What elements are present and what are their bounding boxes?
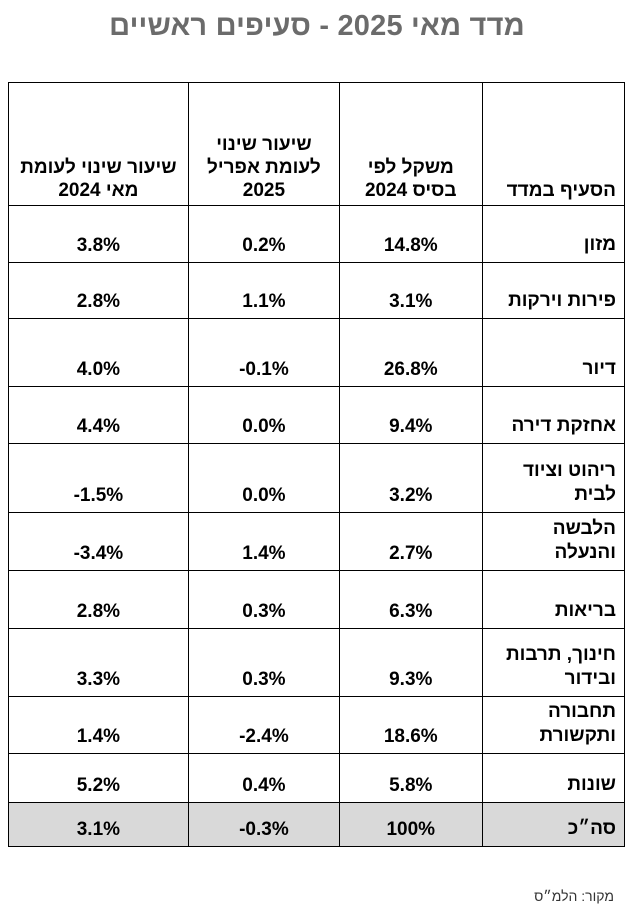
cell-change-may: 1.4% [8,696,189,754]
table-row: שונות 5.8% 0.4% 5.2% [8,753,626,803]
table-row: בריאות 6.3% 0.3% 2.8% [8,570,626,629]
cell-category: דיור [481,318,626,387]
cell-change-april: -0.3% [187,802,341,847]
table-row: ריהוט וציוד לבית 3.2% 0.0% -1.5% [8,443,626,513]
table-row: דיור 26.8% -0.1% 4.0% [8,318,626,387]
table-row: הלבשה והנעלה 2.7% 1.4% -3.4% [8,512,626,571]
cell-change-may: 3.3% [8,628,189,697]
cell-weight: 9.3% [339,628,483,697]
cell-category: אחזקת דירה [481,386,626,444]
cell-change-april: 0.4% [187,753,341,803]
header-change-may: שיעור שינוי לעומת מאי 2024 [8,82,189,206]
cell-change-may: 3.1% [8,802,189,847]
cell-category: פירות וירקות [481,262,626,319]
cell-change-april: -2.4% [187,696,341,754]
table-total-row: סה״כ 100% -0.3% 3.1% [8,802,626,847]
header-category: הסעיף במדד [481,82,626,206]
cell-change-april: 0.3% [187,570,341,629]
index-sections-table: הסעיף במדד משקל לפי בסיס 2024 שיעור שינו… [8,82,626,847]
cell-change-april: 0.0% [187,443,341,513]
cell-change-april: 0.2% [187,205,341,263]
cell-category: בריאות [481,570,626,629]
cell-change-may: -1.5% [8,443,189,513]
cell-change-april: -0.1% [187,318,341,387]
cell-weight: 6.3% [339,570,483,629]
cell-change-may: 2.8% [8,570,189,629]
table-row: מזון 14.8% 0.2% 3.8% [8,205,626,263]
table-row: תחבורה ותקשורת 18.6% -2.4% 1.4% [8,696,626,754]
cell-change-april: 0.3% [187,628,341,697]
cell-change-may: 4.4% [8,386,189,444]
cell-change-may: 5.2% [8,753,189,803]
cell-change-april: 0.0% [187,386,341,444]
source-note: מקור: הלמ״ס [534,888,614,904]
cell-weight: 3.1% [339,262,483,319]
table-header-row: הסעיף במדד משקל לפי בסיס 2024 שיעור שינו… [8,82,626,206]
cell-change-april: 1.4% [187,512,341,571]
header-weight: משקל לפי בסיס 2024 [339,82,483,206]
table-row: אחזקת דירה 9.4% 0.0% 4.4% [8,386,626,444]
cell-weight: 100% [339,802,483,847]
cell-change-may: 3.8% [8,205,189,263]
cell-weight: 2.7% [339,512,483,571]
cell-category: שונות [481,753,626,803]
cell-weight: 3.2% [339,443,483,513]
cell-weight: 26.8% [339,318,483,387]
table-body: מזון 14.8% 0.2% 3.8% פירות וירקות 3.1% 1.1% 2.8… [8,205,626,847]
cell-category: תחבורה ותקשורת [481,696,626,754]
header-change-april: שיעור שינוי לעומת אפריל 2025 [187,82,341,206]
cell-category: חינוך, תרבות ובידור [481,628,626,697]
table-row: חינוך, תרבות ובידור 9.3% 0.3% 3.3% [8,628,626,697]
cell-category: סה״כ [481,802,626,847]
cell-weight: 9.4% [339,386,483,444]
cell-weight: 5.8% [339,753,483,803]
cell-change-may: 4.0% [8,318,189,387]
table-row: פירות וירקות 3.1% 1.1% 2.8% [8,262,626,319]
cell-category: ריהוט וציוד לבית [481,443,626,513]
cell-category: מזון [481,205,626,263]
cell-weight: 14.8% [339,205,483,263]
page-title: מדד מאי 2025 - סעיפים ראשיים [109,10,525,42]
cell-weight: 18.6% [339,696,483,754]
cell-change-april: 1.1% [187,262,341,319]
cell-change-may: 2.8% [8,262,189,319]
cell-change-may: -3.4% [8,512,189,571]
cell-category: הלבשה והנעלה [481,512,626,571]
